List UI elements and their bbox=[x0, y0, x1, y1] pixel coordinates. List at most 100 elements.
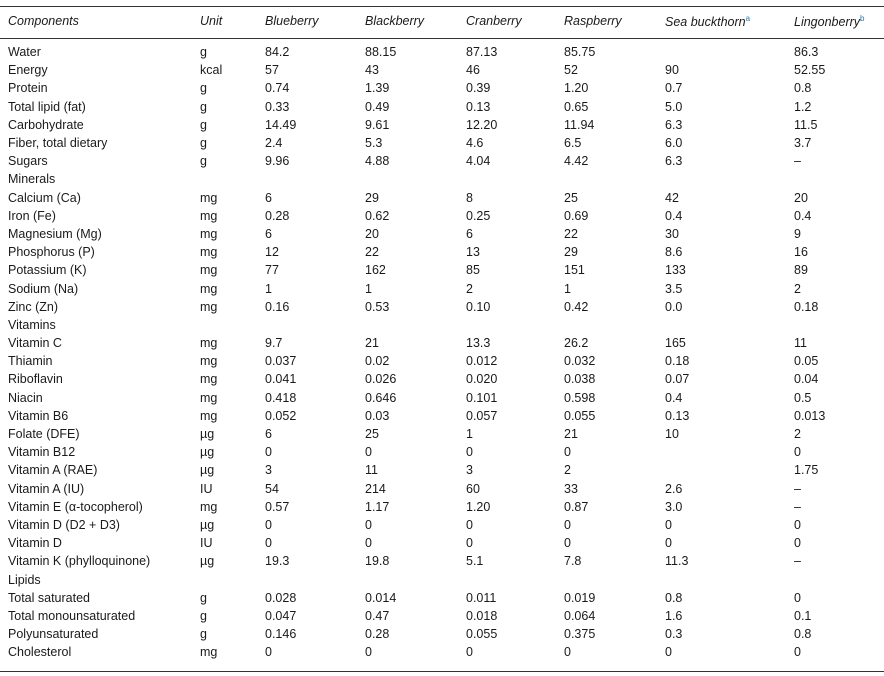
value-cell: 11.3 bbox=[665, 554, 689, 569]
value-cell: 0.038 bbox=[564, 372, 596, 387]
value-cell: 20 bbox=[794, 190, 808, 205]
component-cell: Cholesterol bbox=[8, 645, 72, 660]
column-header-label: Unit bbox=[200, 14, 223, 28]
value-cell: 12 bbox=[265, 245, 279, 260]
value-cell: 7.8 bbox=[564, 554, 582, 569]
value-cell: 0.49 bbox=[365, 99, 390, 114]
component-cell: Phosphorus (P) bbox=[8, 245, 95, 260]
value-cell: 0 bbox=[365, 645, 372, 660]
value-cell: 3 bbox=[466, 463, 473, 478]
value-cell: 0 bbox=[466, 536, 473, 551]
value-cell: 3.5 bbox=[665, 281, 683, 296]
value-cell: 19.3 bbox=[265, 554, 290, 569]
value-cell: 42 bbox=[665, 190, 679, 205]
value-cell bbox=[665, 443, 794, 461]
value-cell: 11 bbox=[794, 336, 807, 351]
table-row: Sugars g 9.96 4.88 4.04 4.42 6.3 – bbox=[8, 152, 876, 170]
value-cell bbox=[794, 570, 876, 588]
value-cell: 1 bbox=[365, 281, 372, 296]
value-cell: 8 bbox=[466, 190, 473, 205]
value-cell: 89 bbox=[794, 263, 808, 278]
value-cell: 0.18 bbox=[665, 354, 690, 369]
value-cell: 0.037 bbox=[265, 354, 297, 369]
value-cell: 0.33 bbox=[265, 99, 290, 114]
table-row: Cholesterol mg 0 0 0 0 0 0 bbox=[8, 643, 876, 661]
table-row: Fiber, total dietary g 2.4 5.3 4.6 6.5 6.0 3.7 bbox=[8, 134, 876, 152]
component-cell: Polyunsaturated bbox=[8, 627, 99, 642]
value-cell: 4.04 bbox=[466, 154, 491, 169]
value-cell: 2.6 bbox=[665, 481, 683, 496]
value-cell: 0 bbox=[794, 645, 801, 660]
component-cell: Vitamin E (α-tocopherol) bbox=[8, 499, 143, 514]
component-cell: Sugars bbox=[8, 154, 48, 169]
value-cell: 0 bbox=[265, 645, 272, 660]
value-cell: 43 bbox=[365, 63, 379, 78]
value-cell: 0 bbox=[794, 590, 801, 605]
value-cell: 2 bbox=[794, 427, 801, 442]
table-row: Water g 84.2 88.15 87.13 85.75 86.3 bbox=[8, 43, 876, 61]
value-cell: 214 bbox=[365, 481, 386, 496]
value-cell: 0 bbox=[265, 445, 272, 460]
unit-cell: mg bbox=[200, 281, 218, 296]
value-cell: 0.3 bbox=[665, 627, 683, 642]
value-cell: 90 bbox=[665, 63, 679, 78]
value-cell: 2 bbox=[466, 281, 473, 296]
component-cell: Potassium (K) bbox=[8, 263, 87, 278]
value-cell: 3.0 bbox=[665, 499, 683, 514]
component-cell: Protein bbox=[8, 81, 48, 96]
value-cell: 0.7 bbox=[665, 81, 683, 96]
value-cell: 0.62 bbox=[365, 208, 390, 223]
value-cell: 0 bbox=[265, 536, 272, 551]
value-cell: 60 bbox=[466, 481, 480, 496]
value-cell: 0.012 bbox=[466, 354, 498, 369]
table-row: Vitamin K (phylloquinone) µg 19.3 19.8 5.1 7.… bbox=[8, 552, 876, 570]
column-header-label: Sea buckthorn bbox=[665, 15, 746, 30]
value-cell bbox=[564, 170, 665, 188]
table-row: Vitamin D (D2 + D3) µg 0 0 0 0 0 0 bbox=[8, 516, 876, 534]
value-cell: 0 bbox=[466, 645, 473, 660]
table-row: Magnesium (Mg) mg 6 20 6 22 30 9 bbox=[8, 225, 876, 243]
value-cell bbox=[794, 170, 876, 188]
value-cell: 25 bbox=[564, 190, 578, 205]
value-cell: 52 bbox=[564, 63, 578, 78]
value-cell: 86.3 bbox=[794, 45, 819, 60]
value-cell: 29 bbox=[564, 245, 578, 260]
value-cell: 0 bbox=[564, 645, 571, 660]
value-cell: 162 bbox=[365, 263, 386, 278]
value-cell: 0 bbox=[794, 445, 801, 460]
value-cell: 4.6 bbox=[466, 136, 484, 151]
unit-cell: µg bbox=[200, 517, 215, 532]
unit-cell: g bbox=[200, 136, 207, 151]
component-cell: Vitamin A (RAE) bbox=[8, 463, 98, 478]
value-cell bbox=[665, 570, 794, 588]
value-cell: 19.8 bbox=[365, 554, 390, 569]
unit-cell: g bbox=[200, 81, 207, 96]
value-cell bbox=[466, 316, 564, 334]
value-cell: – bbox=[794, 481, 801, 496]
column-header: Blackberry bbox=[365, 9, 466, 43]
value-cell: 4.88 bbox=[365, 154, 390, 169]
value-cell bbox=[665, 461, 794, 479]
unit-cell: mg bbox=[200, 645, 218, 660]
table-row: Folate (DFE) µg 6 25 1 21 10 2 bbox=[8, 425, 876, 443]
value-cell: 9.7 bbox=[265, 336, 283, 351]
value-cell: 0.4 bbox=[665, 208, 683, 223]
value-cell: 0.13 bbox=[466, 99, 491, 114]
value-cell: 0.041 bbox=[265, 372, 297, 387]
value-cell: 0.598 bbox=[564, 390, 596, 405]
header-rule bbox=[0, 38, 884, 39]
component-cell: Energy bbox=[8, 63, 48, 78]
value-cell bbox=[365, 316, 466, 334]
value-cell: 0.4 bbox=[794, 208, 812, 223]
value-cell: 5.1 bbox=[466, 554, 484, 569]
value-cell: 0.05 bbox=[794, 354, 819, 369]
value-cell: 21 bbox=[564, 427, 578, 442]
value-cell: 1.75 bbox=[794, 463, 819, 478]
value-cell: 0.25 bbox=[466, 208, 491, 223]
component-cell: Vitamin B6 bbox=[8, 408, 69, 423]
value-cell: 5.0 bbox=[665, 99, 683, 114]
value-cell: 2 bbox=[794, 281, 801, 296]
value-cell: 0.011 bbox=[466, 590, 497, 605]
value-cell: 1.2 bbox=[794, 99, 812, 114]
value-cell: 4.42 bbox=[564, 154, 589, 169]
